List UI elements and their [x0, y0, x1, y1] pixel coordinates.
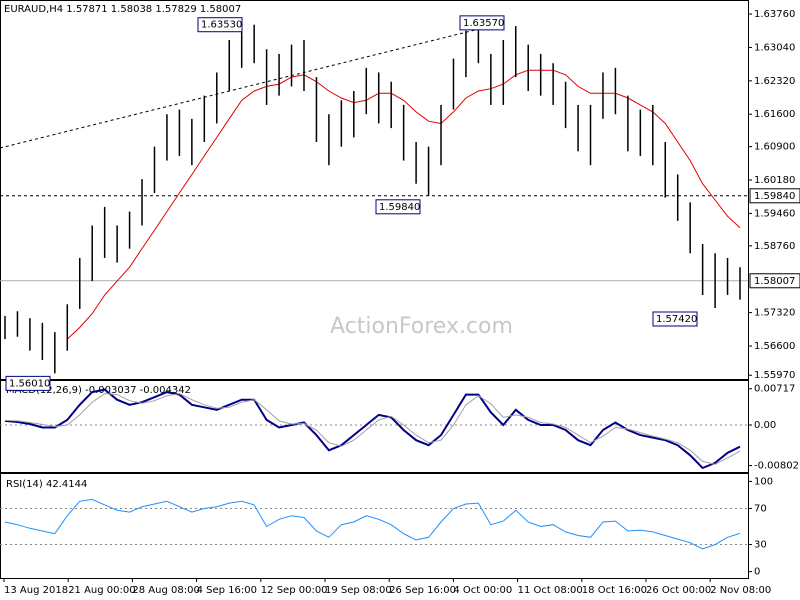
y-tick-label: 1.58760 [754, 241, 795, 252]
y-tick-label: 1.55970 [754, 370, 795, 381]
y-tick-label: 0.00 [754, 420, 776, 431]
x-tick-label: 2 Nov 08:00 [710, 585, 771, 596]
y-tick-label: 1.63040 [754, 42, 795, 53]
x-tick-label: 12 Sep 00:00 [261, 585, 328, 596]
y-tick-label: 100 [754, 476, 773, 487]
annotation-box [197, 17, 243, 33]
line [4, 498, 741, 550]
y-tick-label: 1.60900 [754, 142, 795, 153]
annotation-box [5, 375, 51, 391]
price-label: 1.59840 [754, 191, 795, 202]
price-label: 1.58007 [754, 276, 795, 287]
x-tick-label: 4 Sep 16:00 [197, 585, 257, 596]
rsi-title: RSI(14) 42.4144 [6, 479, 87, 490]
y-tick-label: 30 [754, 540, 767, 551]
annotation-box [652, 311, 698, 327]
annotation: 1.63530 [201, 20, 242, 31]
y-tick-label: 1.59460 [754, 208, 795, 219]
y-tick-label: 1.63760 [754, 9, 795, 20]
y-tick-label: 1.61600 [754, 109, 795, 120]
macd-panel [0, 380, 749, 473]
x-tick-label: 21 Aug 00:00 [68, 585, 135, 596]
price-box [749, 188, 800, 204]
watermark: ActionForex.com [330, 314, 513, 339]
x-tick-label: 26 Sep 16:00 [389, 585, 456, 596]
y-tick-label: 70 [754, 503, 767, 514]
x-tick-label: 13 Aug 2018 [4, 585, 68, 596]
y-tick-label: -0.008027 [754, 461, 800, 472]
x-tick-label: 11 Oct 08:00 [518, 585, 583, 596]
price-panel [0, 0, 749, 380]
x-tick-label: 4 Oct 00:00 [453, 585, 512, 596]
rsi-panel [0, 473, 749, 579]
chart-title: EURAUD,H4 1.57871 1.58038 1.57829 1.5800… [4, 4, 241, 15]
annotation: 1.59840 [379, 202, 420, 213]
x-tick-label: 19 Sep 08:00 [325, 585, 392, 596]
annotation-box [459, 15, 505, 31]
y-tick-label: 1.56600 [754, 341, 795, 352]
y-tick-label: 1.60180 [754, 175, 795, 186]
price-box [749, 273, 800, 289]
annotation: 1.57420 [656, 314, 697, 325]
y-tick-label: 1.57320 [754, 308, 795, 319]
y-tick-label: 1.62320 [754, 76, 795, 87]
x-tick-label: 18 Oct 16:00 [582, 585, 647, 596]
annotation-box [375, 199, 421, 215]
x-tick-label: 28 Aug 08:00 [132, 585, 199, 596]
x-tick-label: 26 Oct 00:00 [646, 585, 711, 596]
annotation: 1.63570 [463, 18, 504, 29]
line [4, 393, 741, 465]
y-tick-label: 0.00717 [754, 384, 795, 395]
line [4, 388, 741, 470]
annotation: 1.56010 [9, 378, 50, 389]
y-tick-label: 0 [754, 567, 760, 578]
